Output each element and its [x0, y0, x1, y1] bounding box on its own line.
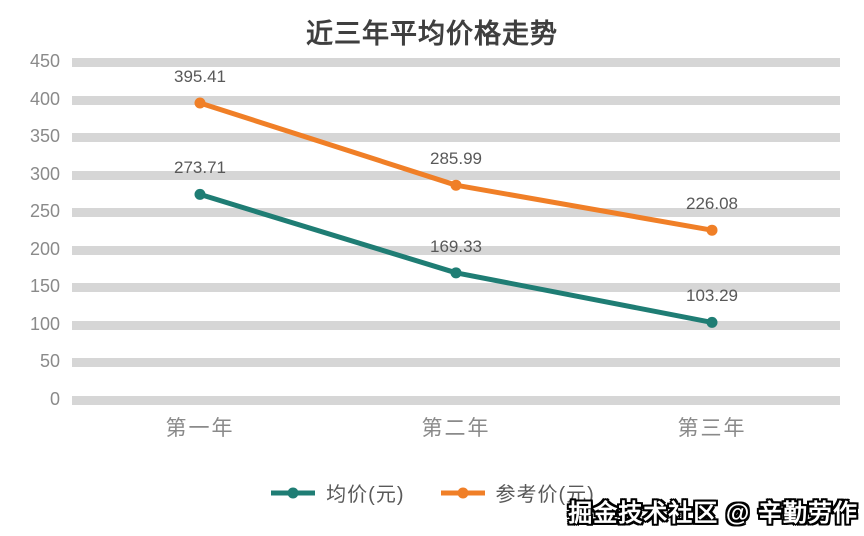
gridline [72, 133, 840, 143]
y-axis-tick-label: 300 [29, 163, 60, 184]
y-axis-tick-label: 50 [39, 351, 60, 372]
data-point-marker [450, 179, 462, 191]
legend-line-marker-icon [440, 487, 485, 498]
chart-title: 近三年平均价格走势 [306, 19, 558, 49]
gridline [72, 283, 840, 293]
gridline [72, 95, 840, 105]
series-line [197, 191, 715, 325]
gridline [72, 58, 840, 67]
y-axis-tick-label: 200 [29, 238, 60, 259]
y-axis-tick-label: 0 [49, 389, 60, 409]
legend-label: 参考价(元) [495, 484, 595, 506]
x-axis-category-label: 第二年 [421, 417, 491, 440]
legend-line-marker-icon [271, 487, 316, 498]
gridline [72, 170, 840, 180]
x-axis-category-label: 第一年 [165, 417, 235, 440]
legend-item: 参考价(元) [439, 478, 595, 507]
data-label: 273.71 [174, 158, 226, 178]
data-point-marker [450, 267, 462, 279]
gridline [72, 208, 840, 218]
gridline [72, 320, 840, 330]
legend-label: 均价(元) [326, 484, 405, 506]
data-label: 226.08 [686, 194, 738, 214]
data-label: 285.99 [430, 149, 482, 169]
data-point-marker [194, 97, 206, 109]
data-label: 103.29 [686, 286, 738, 306]
legend-item: 均价(元) [269, 478, 404, 507]
watermark: 掘金技术社区 @ 辛勤劳作 [568, 500, 858, 527]
y-axis-tick-label: 350 [29, 126, 60, 147]
y-axis-tick-label: 150 [29, 276, 60, 297]
data-label: 395.41 [174, 67, 226, 86]
gridline [72, 396, 840, 405]
y-axis-tick-label: 250 [29, 201, 60, 222]
y-axis-tick-label: 450 [29, 51, 60, 71]
y-axis-tick-label: 100 [29, 313, 60, 334]
gridline [72, 245, 840, 255]
data-point-marker [706, 224, 718, 236]
data-label: 169.33 [430, 236, 482, 256]
gridline [72, 358, 840, 368]
data-point-marker [194, 188, 206, 200]
x-axis-category-label: 第三年 [677, 417, 747, 440]
data-point-marker [706, 316, 718, 328]
legend: 均价(元) 参考价(元) [0, 478, 864, 507]
y-axis-tick-label: 400 [29, 88, 60, 109]
